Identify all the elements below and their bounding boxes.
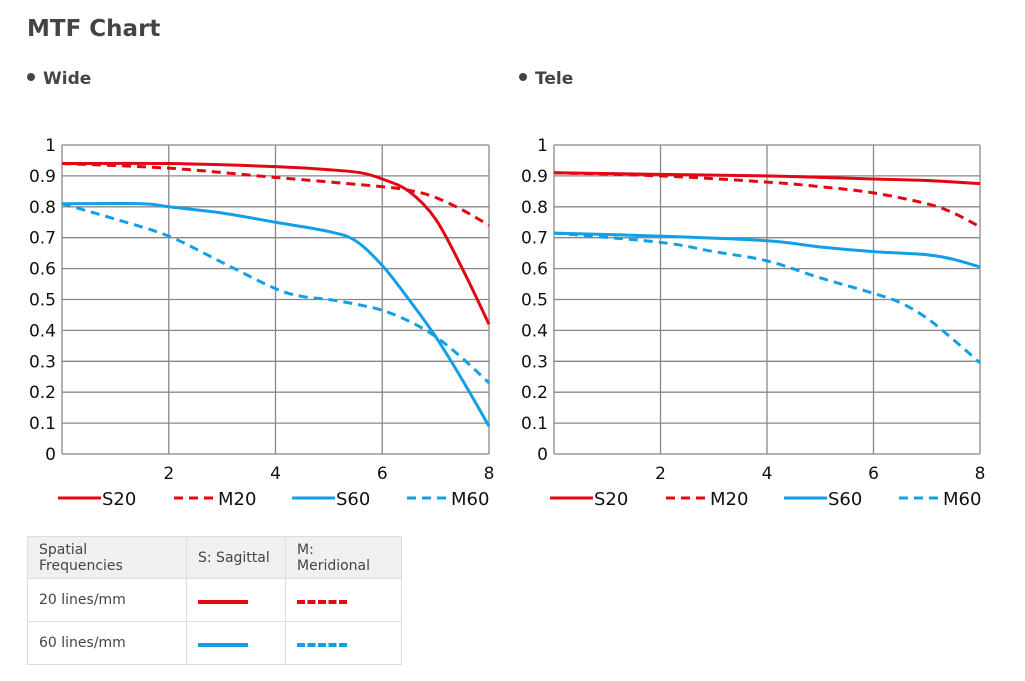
legend-label-s20: S20 xyxy=(102,489,136,510)
y-tick-label: 1 xyxy=(45,136,56,156)
y-tick-label: 1 xyxy=(537,136,548,156)
y-tick-label: 0.2 xyxy=(29,383,56,403)
legend-label-m20: M20 xyxy=(218,489,256,510)
tele-heading: Tele xyxy=(519,69,573,89)
y-tick-label: 0.7 xyxy=(29,229,56,249)
tele-heading-label: Tele xyxy=(535,69,574,89)
y-tick-label: 0.9 xyxy=(29,167,56,187)
legend-table: Spatial Frequencies S: Sagittal M: Merid… xyxy=(27,536,402,665)
y-tick-label: 0.4 xyxy=(521,321,548,341)
legend-label-m60: M60 xyxy=(451,489,489,510)
y-tick-label: 0.6 xyxy=(521,260,548,280)
wide-heading: Wide xyxy=(27,69,91,89)
cell-meridional xyxy=(285,578,402,622)
x-tick-label: 6 xyxy=(377,464,388,484)
y-tick-label: 0.4 xyxy=(29,321,56,341)
chart-tele: 0 0.1 0.2 0.3 0.4 0.5 0.6 0.7 0.8 0.9 1 2 4 6 8 S20 M20 S… xyxy=(521,136,985,510)
chart-wide: 0 0.1 0.2 0.3 0.4 0.5 0.6 0.7 0.8 0.9 1 2 4 6 8 S20 M20 S… xyxy=(29,136,494,510)
x-tick-label: 8 xyxy=(484,464,495,484)
bullet-icon xyxy=(27,73,35,81)
row-label: 20 lines/mm xyxy=(27,578,187,622)
series-line-s20 xyxy=(553,171,981,186)
series-line-m60 xyxy=(553,231,981,364)
x-tick-label: 6 xyxy=(868,464,879,484)
series-line-m20 xyxy=(553,171,981,229)
y-tick-label: 0.5 xyxy=(521,291,548,311)
cell-meridional xyxy=(285,621,402,665)
table-header-row: Spatial Frequencies S: Sagittal M: Merid… xyxy=(27,536,402,579)
mtf-charts: 0 0.1 0.2 0.3 0.4 0.5 0.6 0.7 0.8 0.9 1 2 4 6 8 S20 M20 S… xyxy=(29,136,985,510)
y-tick-label: 0.7 xyxy=(521,229,548,249)
y-tick-label: 0.3 xyxy=(29,352,56,372)
page-title: MTF Chart xyxy=(27,16,161,42)
y-tick-label: 0.2 xyxy=(521,383,548,403)
header-spatial: Spatial Frequencies xyxy=(27,536,187,579)
solid-blue-line xyxy=(198,643,248,647)
y-tick-label: 0.3 xyxy=(521,352,548,372)
legend-label-m60: M60 xyxy=(943,489,981,510)
y-tick-label: 0.6 xyxy=(29,260,56,280)
x-tick-label: 4 xyxy=(270,464,281,484)
solid-red-line xyxy=(198,600,248,604)
x-tick-label: 2 xyxy=(163,464,174,484)
row-label: 60 lines/mm xyxy=(27,621,187,665)
series-line-m60 xyxy=(61,202,491,385)
y-tick-label: 0.1 xyxy=(29,414,56,434)
legend-label-s60: S60 xyxy=(336,489,370,510)
y-tick-label: 0.8 xyxy=(29,198,56,218)
bullet-icon xyxy=(519,73,527,81)
y-tick-label: 0 xyxy=(45,445,56,465)
table-row: 20 lines/mm xyxy=(27,578,402,622)
y-tick-label: 0.1 xyxy=(521,414,548,434)
legend-label-s60: S60 xyxy=(828,489,862,510)
x-tick-label: 4 xyxy=(762,464,773,484)
legend-label-m20: M20 xyxy=(710,489,748,510)
table-row: 60 lines/mm xyxy=(27,621,402,665)
wide-heading-label: Wide xyxy=(43,69,92,89)
x-tick-label: 2 xyxy=(655,464,666,484)
y-tick-label: 0.5 xyxy=(29,291,56,311)
series-line-s60 xyxy=(61,201,491,427)
cell-sagittal xyxy=(186,578,286,622)
dashed-red-line xyxy=(297,600,347,604)
x-tick-label: 8 xyxy=(975,464,986,484)
series-line-s20 xyxy=(61,161,491,325)
header-meridional: M: Meridional xyxy=(285,536,402,579)
cell-sagittal xyxy=(186,621,286,665)
series-line-s60 xyxy=(553,231,981,269)
legend-label-s20: S20 xyxy=(594,489,628,510)
y-tick-label: 0 xyxy=(537,445,548,465)
dashed-blue-line xyxy=(297,643,347,647)
y-tick-label: 0.8 xyxy=(521,198,548,218)
header-sagittal: S: Sagittal xyxy=(186,536,286,579)
series-line-m20 xyxy=(61,162,490,227)
y-tick-label: 0.9 xyxy=(521,167,548,187)
